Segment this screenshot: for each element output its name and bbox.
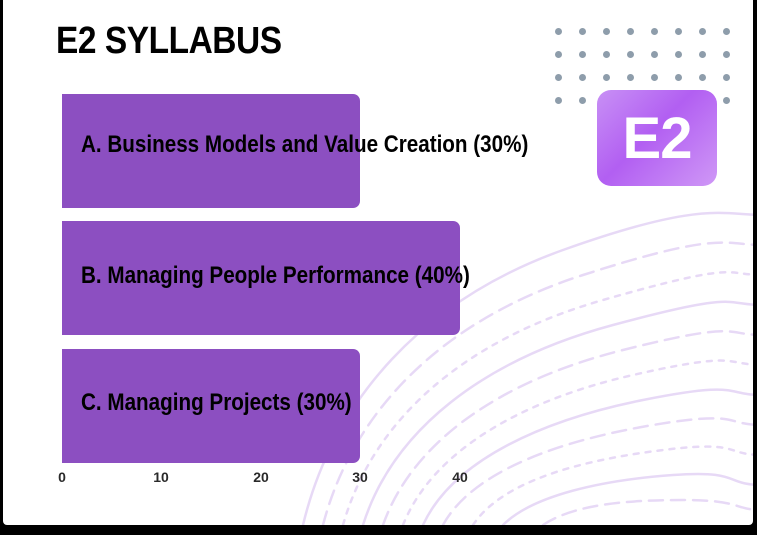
x-tick-30: 30 bbox=[352, 469, 368, 485]
x-tick-10: 10 bbox=[153, 469, 169, 485]
bar-a bbox=[62, 94, 360, 208]
bar-b bbox=[62, 221, 460, 335]
bar-c bbox=[62, 349, 360, 463]
page-title: E2 SYLLABUS bbox=[56, 20, 282, 62]
x-tick-20: 20 bbox=[253, 469, 269, 485]
bar-label-a: A. Business Models and Value Creation (3… bbox=[81, 131, 529, 158]
x-tick-40: 40 bbox=[452, 469, 468, 485]
badge-text: E2 bbox=[622, 105, 693, 171]
bar-label-b: B. Managing People Performance (40%) bbox=[81, 262, 470, 289]
bar-label-c: C. Managing Projects (30%) bbox=[81, 389, 352, 416]
x-tick-0: 0 bbox=[58, 469, 66, 485]
slide: E2 SYLLABUS E2 A. Business Models and Va… bbox=[3, 0, 753, 525]
e2-badge-logo: E2 bbox=[597, 90, 717, 186]
